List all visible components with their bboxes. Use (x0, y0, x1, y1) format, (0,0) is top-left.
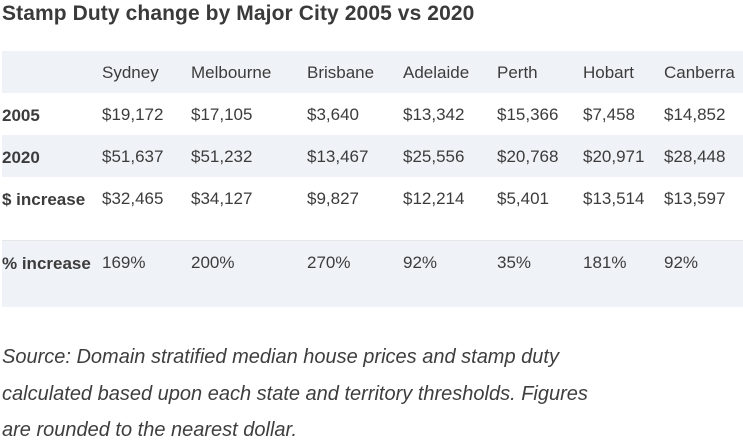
table-cell: $20,971 (583, 135, 664, 177)
table-cell: 35% (497, 241, 583, 307)
table-cell: $5,401 (497, 177, 583, 241)
table-cell: $51,637 (102, 135, 191, 177)
table-row-2005: 2005 $19,172 $17,105 $3,640 $13,342 $15,… (2, 93, 743, 135)
table-cell: $13,467 (307, 135, 403, 177)
source-caption: Source: Domain stratified median house p… (2, 346, 588, 440)
row-label: $ increase (2, 177, 102, 241)
column-header-canberra: Canberra (664, 51, 743, 93)
table-cell: 92% (403, 241, 497, 307)
table-cell: $13,597 (664, 177, 743, 241)
table-cell: 181% (583, 241, 664, 307)
table-cell: $28,448 (664, 135, 743, 177)
table-cell: $20,768 (497, 135, 583, 177)
table-cell: $13,342 (403, 93, 497, 135)
column-header-hobart: Hobart (583, 51, 664, 93)
table-cell: $32,465 (102, 177, 191, 241)
table-cell: $7,458 (583, 93, 664, 135)
column-header-sydney: Sydney (102, 51, 191, 93)
header-corner (2, 51, 102, 93)
column-header-brisbane: Brisbane (307, 51, 403, 93)
header-row: Sydney Melbourne Brisbane Adelaide Perth… (2, 51, 743, 93)
stamp-duty-table: Sydney Melbourne Brisbane Adelaide Perth… (2, 51, 743, 307)
column-header-perth: Perth (497, 51, 583, 93)
table-row-dollar-increase: $ increase $32,465 $34,127 $9,827 $12,21… (2, 177, 743, 241)
row-label: % increase (2, 241, 102, 307)
table-cell: $25,556 (403, 135, 497, 177)
table-cell: $13,514 (583, 177, 664, 241)
table-cell: 270% (307, 241, 403, 307)
column-header-adelaide: Adelaide (403, 51, 497, 93)
table-cell: 92% (664, 241, 743, 307)
table-cell: $3,640 (307, 93, 403, 135)
table-cell: $17,105 (191, 93, 307, 135)
table-cell: $34,127 (191, 177, 307, 241)
table-container: Sydney Melbourne Brisbane Adelaide Perth… (2, 51, 743, 307)
table-row-2020: 2020 $51,637 $51,232 $13,467 $25,556 $20… (2, 135, 743, 177)
table-cell: $12,214 (403, 177, 497, 241)
table-title: Stamp Duty change by Major City 2005 vs … (2, 2, 475, 25)
row-label: 2020 (2, 135, 102, 177)
table-cell: 200% (191, 241, 307, 307)
table-cell: $19,172 (102, 93, 191, 135)
table-cell: 169% (102, 241, 191, 307)
table-cell: $15,366 (497, 93, 583, 135)
table-row-percent-increase: % increase 169% 200% 270% 92% 35% 181% 9… (2, 241, 743, 307)
column-header-melbourne: Melbourne (191, 51, 307, 93)
row-label: 2005 (2, 93, 102, 135)
table-cell: $14,852 (664, 93, 743, 135)
table-cell: $9,827 (307, 177, 403, 241)
table-cell: $51,232 (191, 135, 307, 177)
